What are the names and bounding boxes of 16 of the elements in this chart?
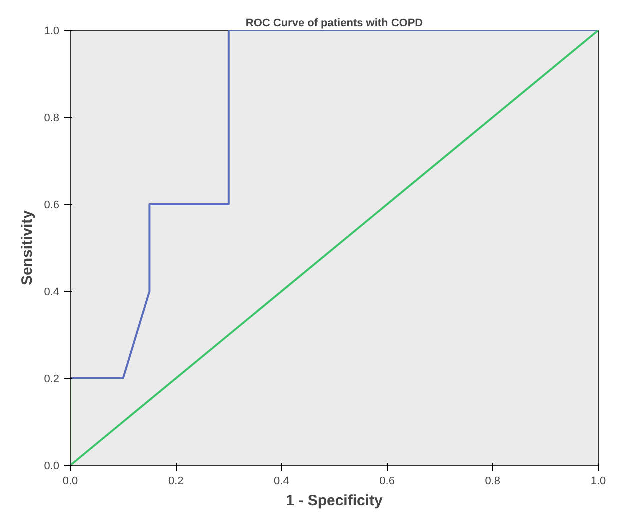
x-tick-label: 0.6 bbox=[380, 476, 395, 488]
y-tick-label: 0.2 bbox=[44, 374, 60, 386]
x-tick-label: 0.2 bbox=[168, 476, 184, 488]
y-tick-label: 0.6 bbox=[44, 200, 60, 212]
x-tick-label: 0.0 bbox=[62, 476, 78, 488]
x-tick-label: 0.4 bbox=[274, 476, 290, 488]
y-tick-label: 0.4 bbox=[44, 286, 60, 298]
y-axis-title: Sensitivity bbox=[19, 210, 36, 286]
y-tick-label: 0.0 bbox=[44, 460, 60, 472]
x-axis-title: 1 - Specificity bbox=[286, 492, 384, 510]
chart-title: ROC Curve of patients with COPD bbox=[246, 18, 424, 30]
x-tick-label: 1.0 bbox=[590, 476, 606, 488]
y-tick-label: 1.0 bbox=[44, 26, 60, 38]
line-series bbox=[70, 30, 598, 466]
x-tick-label: 0.8 bbox=[485, 476, 501, 488]
y-tick-label: 0.8 bbox=[44, 112, 60, 124]
